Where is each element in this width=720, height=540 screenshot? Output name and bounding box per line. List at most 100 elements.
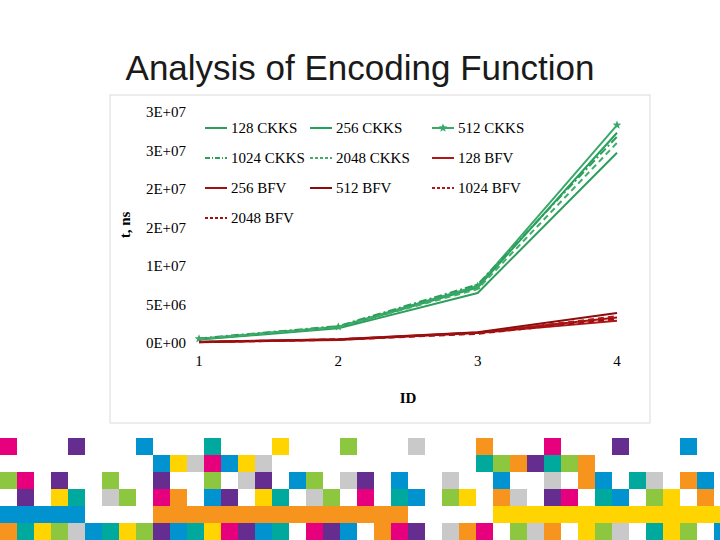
x-tick-label: 4 (613, 353, 621, 369)
legend-label: 256 BFV (231, 180, 287, 196)
mosaic-tile (0, 438, 17, 455)
legend-label: 512 BFV (336, 180, 392, 196)
mosaic-tile (204, 438, 221, 455)
mosaic-tile (663, 489, 680, 506)
legend-label: 256 CKKS (336, 120, 402, 136)
mosaic-tile (170, 523, 187, 540)
series-line (199, 143, 617, 339)
x-axis-title: ID (400, 390, 417, 406)
y-tick-label: 1E+07 (146, 258, 187, 274)
mosaic-tile (527, 523, 544, 540)
mosaic-tile (323, 506, 340, 523)
mosaic-tile (153, 455, 170, 472)
mosaic-tile (544, 523, 561, 540)
mosaic-tile (136, 523, 153, 540)
mosaic-tile (204, 489, 221, 506)
mosaic-tile (510, 506, 527, 523)
legend-swatch (310, 187, 332, 189)
mosaic-tile (391, 523, 408, 540)
mosaic-tile (612, 438, 629, 455)
mosaic-tile (340, 472, 357, 489)
mosaic-tile (255, 506, 272, 523)
mosaic-tile (102, 489, 119, 506)
mosaic-tile (34, 506, 51, 523)
mosaic-tile (17, 506, 34, 523)
mosaic-tile (493, 506, 510, 523)
mosaic-tile (289, 472, 306, 489)
mosaic-tile (697, 472, 714, 489)
mosaic-tile (459, 489, 476, 506)
mosaic-tile (408, 438, 425, 455)
mosaic-tile (272, 438, 289, 455)
mosaic-tile (68, 438, 85, 455)
mosaic-tile (408, 523, 425, 540)
mosaic-tile (255, 489, 272, 506)
mosaic-tile (391, 489, 408, 506)
mosaic-tile (595, 472, 612, 489)
legend-swatch (310, 157, 332, 159)
mosaic-tile (221, 506, 238, 523)
series-line (199, 319, 617, 342)
mosaic-tile (221, 523, 238, 540)
mosaic-tile (306, 489, 323, 506)
mosaic-tile (544, 455, 561, 472)
mosaic-tile (51, 489, 68, 506)
mosaic-tile (323, 489, 340, 506)
y-axis-title: t, ns (117, 212, 133, 239)
mosaic-tile (85, 523, 102, 540)
mosaic-tile (578, 455, 595, 472)
mosaic-tile (561, 455, 578, 472)
mosaic-tile (595, 489, 612, 506)
series-line (199, 125, 617, 339)
mosaic-tile (272, 523, 289, 540)
mosaic-tile (595, 506, 612, 523)
mosaic-tile (255, 455, 272, 472)
chart-panel (110, 95, 650, 423)
mosaic-tile (238, 455, 255, 472)
mosaic-tile (238, 523, 255, 540)
legend-swatch (205, 187, 227, 189)
plot-area (195, 121, 622, 343)
mosaic-tile (204, 523, 221, 540)
legend-label: 512 CKKS (458, 120, 524, 136)
mosaic-tile (34, 523, 51, 540)
mosaic-tile (153, 489, 170, 506)
x-tick-label: 2 (335, 353, 343, 369)
mosaic-tile (340, 438, 357, 455)
slide: Analysis of Encoding Function0E+005E+061… (0, 0, 720, 540)
legend-label: 2048 BFV (231, 210, 294, 226)
mosaic-tile (510, 489, 527, 506)
legend-swatch (310, 127, 332, 129)
mosaic-tile (187, 523, 204, 540)
mosaic-tile (408, 489, 425, 506)
mosaic-tile (714, 506, 720, 523)
background (0, 0, 720, 540)
mosaic-tile (306, 523, 323, 540)
mosaic-tile (442, 489, 459, 506)
mosaic-tile (272, 506, 289, 523)
mosaic-tile (680, 523, 697, 540)
mosaic-tile (289, 506, 306, 523)
mosaic-tile (187, 455, 204, 472)
mosaic-tile (646, 472, 663, 489)
mosaic-tile (340, 523, 357, 540)
mosaic-tile (493, 489, 510, 506)
mosaic-tile (391, 472, 408, 489)
mosaic-tile (170, 455, 187, 472)
legend-label: 128 CKKS (231, 120, 297, 136)
mosaic-tile (0, 523, 17, 540)
mosaic-tile (442, 472, 459, 489)
mosaic-tile (340, 506, 357, 523)
mosaic-tile (306, 506, 323, 523)
mosaic-tile (0, 472, 17, 489)
y-tick-label: 3E+07 (146, 104, 187, 120)
mosaic-tile (51, 472, 68, 489)
mosaic-tile (255, 523, 272, 540)
legend-swatch (205, 157, 227, 159)
mosaic-tile (153, 506, 170, 523)
mosaic-tile (68, 523, 85, 540)
mosaic-tile (68, 489, 85, 506)
mosaic-tile (663, 523, 680, 540)
y-tick-label: 2E+07 (146, 220, 187, 236)
mosaic-tile (272, 489, 289, 506)
